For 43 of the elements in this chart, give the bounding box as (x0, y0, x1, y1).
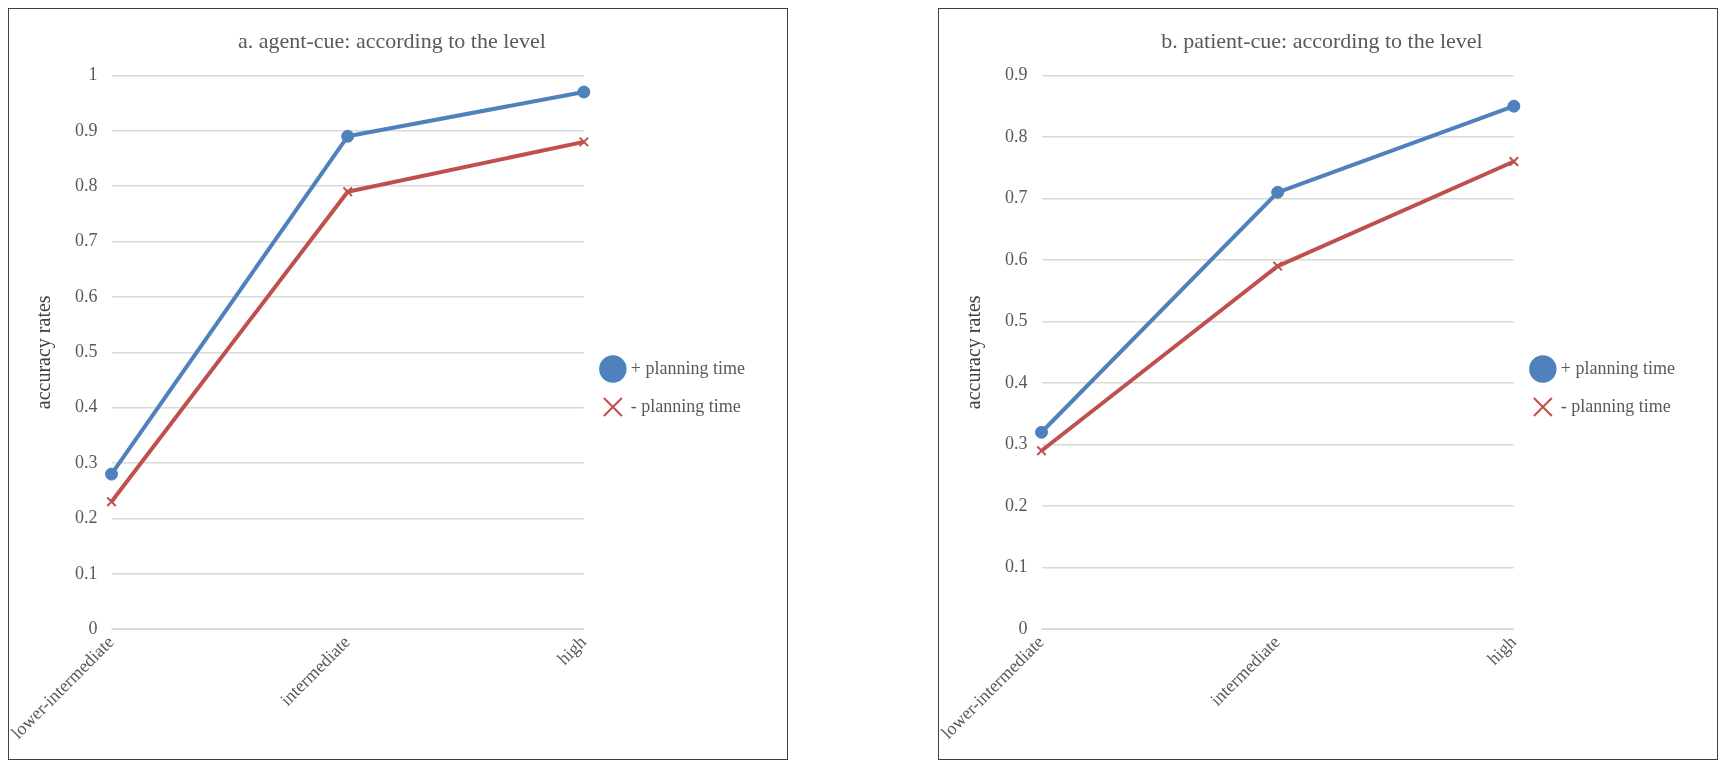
point (1508, 156, 1520, 167)
y-tick-label: 0.1 (1005, 556, 1028, 577)
legend-label: + planning time (1560, 357, 1676, 378)
x-tick-label: high (1483, 631, 1521, 669)
point (1507, 99, 1521, 113)
point (341, 129, 355, 143)
y-axis-title: accuracy rates (962, 295, 986, 410)
y-tick-label: 0.1 (75, 562, 98, 583)
legend-label: + planning time (630, 357, 746, 378)
y-tick-label: 0.2 (75, 507, 98, 528)
point (577, 85, 591, 99)
y-tick-label: 0.7 (75, 230, 98, 251)
chart-title: b. patient-cue: according to the level (1161, 27, 1483, 53)
y-tick-label: 0.4 (1005, 371, 1028, 392)
y-tick-label: 0.5 (1005, 310, 1028, 331)
chart-title: a. agent-cue: according to the level (238, 27, 546, 53)
y-tick-label: 0.3 (1005, 433, 1028, 454)
point (106, 496, 117, 508)
point (1272, 260, 1283, 272)
point (342, 186, 353, 197)
y-tick-label: 0.2 (1005, 494, 1028, 515)
y-tick-label: 0 (1018, 617, 1028, 638)
y-tick-label: 1 (88, 64, 98, 85)
y-tick-label: 0 (88, 617, 98, 638)
y-tick-label: 0.4 (75, 396, 98, 417)
point (105, 467, 118, 481)
y-tick-label: 0.8 (75, 174, 98, 195)
y-tick-label: 0.5 (75, 341, 98, 362)
y-tick-label: 0.3 (75, 451, 98, 472)
point (1271, 185, 1285, 199)
y-tick-label: 0.6 (75, 285, 98, 306)
y-tick-label: 0.8 (1005, 125, 1028, 146)
y-tick-label: 0.6 (1005, 248, 1028, 269)
y-tick-label: 0.9 (75, 119, 98, 140)
y-tick-label: 0.9 (1005, 64, 1028, 85)
point (1036, 445, 1047, 456)
y-axis-title: accuracy rates (32, 295, 56, 410)
point (578, 136, 590, 148)
point (1035, 425, 1048, 439)
legend-label: - planning time (630, 395, 741, 416)
legend-label: - planning time (1560, 395, 1671, 416)
x-tick-label: high (553, 631, 591, 669)
y-tick-label: 0.7 (1005, 187, 1028, 208)
